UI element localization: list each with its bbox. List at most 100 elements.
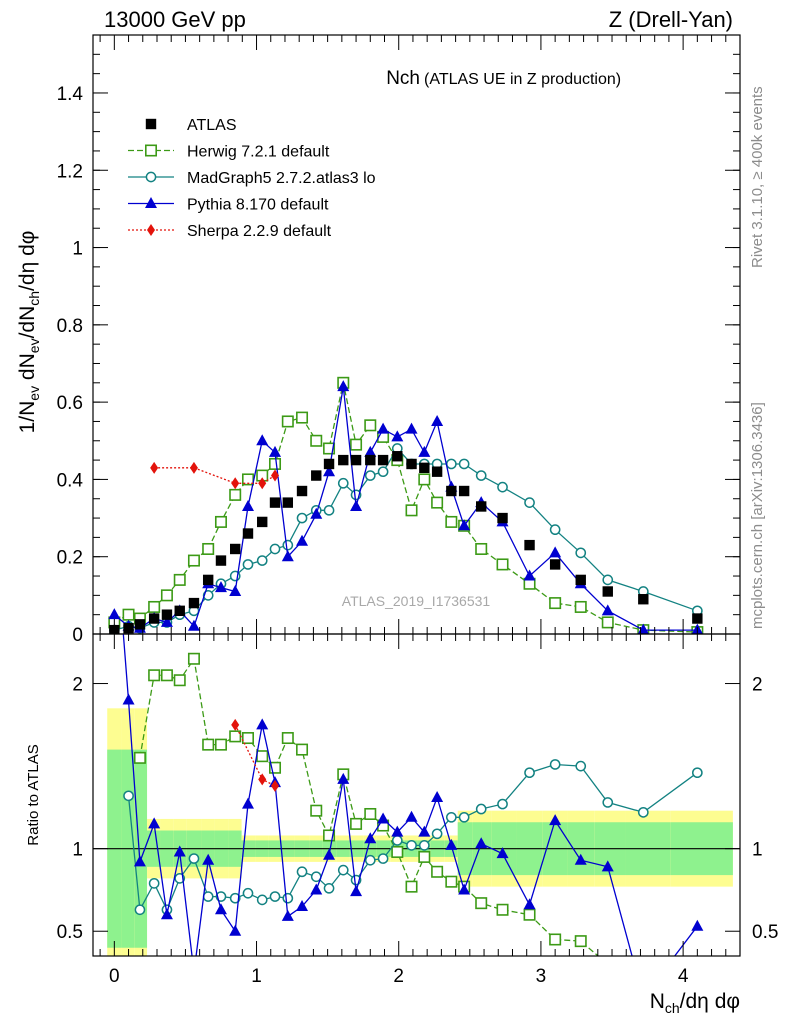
main-series-3-point-21 (391, 430, 404, 442)
main-series-4-point-1 (189, 461, 198, 474)
ratio-series-0-point-12 (296, 743, 309, 756)
main-series-0-point-21 (392, 451, 403, 462)
ratio-series-3 (231, 718, 280, 792)
ratio-series-1-point-33 (691, 767, 703, 779)
ratio-series-2-point-29 (523, 898, 536, 910)
main-series-3-point-24 (431, 414, 444, 426)
main-series-1-point-3 (148, 600, 161, 613)
main-series-0-point-23 (419, 462, 430, 474)
main-series-1-point-31 (574, 600, 587, 613)
main-series-1-point-27 (475, 542, 488, 555)
x-axis-label: Nch/dη dφ (650, 990, 740, 1016)
ratio-series-0-point-1 (148, 669, 161, 682)
main-series-3-point-4 (160, 615, 173, 627)
ratio-series-1-point-15 (323, 882, 335, 894)
main-series-0-point-30 (549, 559, 561, 570)
ratio-series-2-point-24 (431, 790, 444, 802)
ratio-series-2-point-21 (391, 825, 404, 837)
main-series-3-point-29 (523, 569, 536, 581)
ratio-series-2-point-18 (350, 885, 363, 897)
main-series-3-point-6 (187, 619, 200, 631)
ratio-series-1-point-2 (148, 877, 160, 889)
ratio-series-3-point-0 (231, 718, 240, 731)
main-series-0-point-19 (365, 454, 376, 466)
main-series (108, 376, 704, 634)
ratio-series-0-point-22 (431, 865, 444, 878)
main-series-3-point-30 (549, 546, 562, 558)
main-series-0-point-31 (575, 574, 586, 586)
ratio-series-2-point-2 (133, 855, 146, 867)
main-series-0-point-7 (202, 574, 214, 586)
main-series-4-point-4 (271, 469, 280, 482)
main-series-1-point-24 (431, 496, 444, 509)
y-tick-label-right-2: 2 (752, 675, 763, 696)
ratio-series-2-point-23 (418, 825, 431, 837)
main-series-1-point-30 (549, 597, 562, 610)
main-series-3-point-23 (418, 445, 431, 457)
y-tick-label-0: 0.5 (57, 922, 83, 943)
ratio-series-0-point-27 (523, 908, 536, 921)
y-tick-label-6: 1.2 (57, 161, 83, 182)
ratio-series-1-line (127, 763, 698, 912)
main-series-0-point-16 (323, 458, 335, 470)
ratio-frame (92, 633, 741, 957)
main-series-0-point-20 (377, 454, 389, 466)
y-tick-label-3: 0.6 (57, 393, 83, 414)
main-series-2-point-28 (497, 481, 508, 493)
ratio-series-0-point-9 (256, 750, 269, 763)
main-series-2-point-10 (242, 559, 254, 570)
main-series-2-point-27 (475, 470, 487, 481)
main-series-0 (109, 451, 703, 634)
ratio-y-axis-label: Ratio to ATLAS (25, 744, 42, 845)
ratio-series-2-point-31 (574, 853, 587, 865)
legend-label-2: MadGraph5 2.7.2.atlas3 lo (187, 170, 376, 187)
ratio-series-2-point-32 (601, 860, 614, 872)
ratio-series-1-point-25 (458, 811, 470, 823)
main-series-2-point-12 (269, 543, 281, 555)
ratio-series-2-point-28 (496, 847, 509, 859)
y-tick-label-1: 1 (72, 840, 83, 861)
ratio-series-1-point-31 (602, 797, 614, 808)
main-series-0-point-25 (446, 485, 457, 497)
main-series-0-point-3 (148, 613, 160, 624)
ratio-series-1-point-30 (575, 760, 587, 772)
main-series-1-point-19 (364, 419, 377, 432)
main-series-1-point-15 (310, 434, 323, 447)
ratio-series-1-point-5 (188, 853, 200, 864)
legend-label-1: Herwig 7.2.1 default (187, 144, 330, 161)
ratio-series (122, 634, 704, 956)
main-series-0-point-13 (282, 497, 294, 508)
main-series-0-point-10 (242, 528, 254, 539)
x-tick-label-4: 4 (678, 966, 689, 987)
main-series-0-point-6 (188, 597, 200, 609)
ratio-series-2-point-15 (310, 883, 323, 895)
y-tick-label-1: 0.2 (57, 548, 83, 569)
ratio-series-0-point-2 (160, 669, 173, 682)
mcplots-label: mcplots.cern.ch [arXiv:1306.3436] (749, 402, 766, 629)
ratio-series-1-point-11 (269, 891, 281, 902)
main-series-2-point-30 (549, 524, 561, 536)
main-series-1-point-4 (160, 589, 173, 602)
ratio-series-1-point-13 (296, 866, 308, 878)
x-tick-label-0: 0 (109, 966, 120, 987)
ratio-series-1-point-23 (431, 828, 443, 840)
main-series-0-point-27 (476, 501, 487, 512)
main-series-0-point-22 (406, 458, 417, 470)
main-series-0-point-28 (497, 512, 508, 524)
ratio-series-1-point-18 (364, 854, 376, 866)
main-series-2-point-14 (296, 512, 308, 524)
y-tick-label-7: 1.4 (57, 84, 84, 105)
main-series-4-point-2 (231, 477, 240, 490)
main-series-3-point-12 (269, 445, 282, 457)
main-y-axis-label: 1/Nev dNev/dNch/dη dφ (16, 231, 42, 434)
main-subtitle: (ATLAS UE in Z production) (424, 71, 621, 88)
legend-label-4: Sherpa 2.2.9 default (187, 223, 332, 240)
main-series-1-point-9 (229, 488, 242, 501)
ratio-series-2-point-19 (364, 832, 377, 844)
legend-marker-0 (145, 118, 157, 130)
legend: ATLAS Herwig 7.2.1 default MadGraph5 2.7.2… (128, 117, 376, 240)
ratio-series-2-point-11 (256, 718, 269, 730)
ratio-series-2-point-30 (549, 814, 562, 826)
main-series-0-point-29 (524, 539, 535, 551)
ratio-series-1-point-29 (549, 759, 561, 770)
